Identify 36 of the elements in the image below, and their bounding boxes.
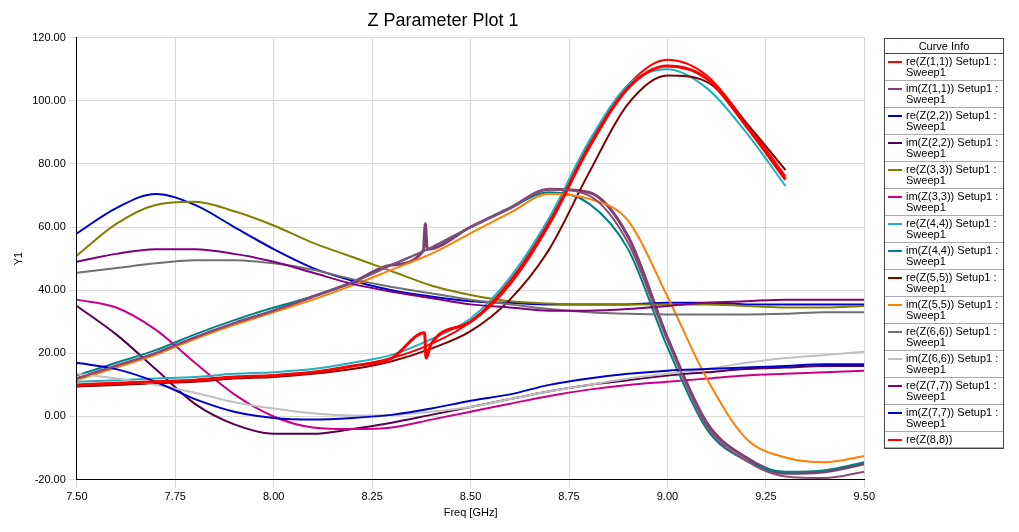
y-tick-label: 120.00 [32, 30, 66, 43]
x-tick-label: 8.75 [558, 490, 580, 503]
y-tick-label: 0.00 [44, 409, 66, 422]
legend-label: re(Z(4,4)) Setup1 : Sweep1 [906, 217, 998, 240]
x-tick-label: 8.50 [459, 490, 482, 503]
y-tick-label: 80.00 [38, 156, 66, 169]
y-tick-label: 40.00 [38, 283, 66, 296]
legend-label: im(Z(6,6)) Setup1 : Sweep1 [906, 352, 1000, 375]
y-tick-label: 60.00 [38, 220, 66, 233]
y-tick-label: 100.00 [32, 93, 66, 106]
x-tick-label: 9.50 [853, 490, 876, 503]
legend-label: re(Z(2,2)) Setup1 : Sweep1 [906, 109, 998, 132]
x-tick-label: 7.75 [164, 490, 186, 503]
y-tick-label: 20.00 [38, 346, 66, 359]
legend-label: re(Z(5,5)) Setup1 : Sweep1 [906, 271, 998, 294]
legend-label: re(Z(1,1)) Setup1 : Sweep1 [906, 55, 998, 78]
x-tick-label: 9.00 [656, 490, 679, 503]
legend-label: im(Z(1,1)) Setup1 : Sweep1 [906, 82, 1000, 105]
legend-label: re(Z(8,8)) [906, 433, 953, 445]
y-axis-title: Y1 [11, 251, 24, 266]
legend-label: im(Z(2,2)) Setup1 : Sweep1 [906, 136, 1000, 159]
x-tick-label: 8.00 [263, 490, 285, 503]
legend-title: Curve Info [885, 39, 1003, 54]
chart-title: Z Parameter Plot 1 [367, 9, 519, 30]
legend-label: re(Z(6,6)) Setup1 : Sweep1 [906, 325, 998, 348]
legend-label: im(Z(5,5)) Setup1 : Sweep1 [906, 298, 1000, 321]
x-axis-title: Freq [GHz] [443, 506, 498, 519]
legend-label: re(Z(7,7)) Setup1 : Sweep1 [906, 379, 998, 402]
legend-label: im(Z(7,7)) Setup1 : Sweep1 [906, 406, 1000, 429]
legend-label: re(Z(3,3)) Setup1 : Sweep1 [906, 163, 998, 186]
legend-label: im(Z(4,4)) Setup1 : Sweep1 [906, 244, 1000, 267]
x-tick-label: 9.25 [755, 490, 777, 503]
x-tick-label: 8.25 [361, 490, 383, 503]
y-tick-label: -20.00 [34, 472, 66, 485]
x-tick-label: 7.50 [66, 490, 88, 503]
legend-label: im(Z(3,3)) Setup1 : Sweep1 [906, 190, 1000, 213]
